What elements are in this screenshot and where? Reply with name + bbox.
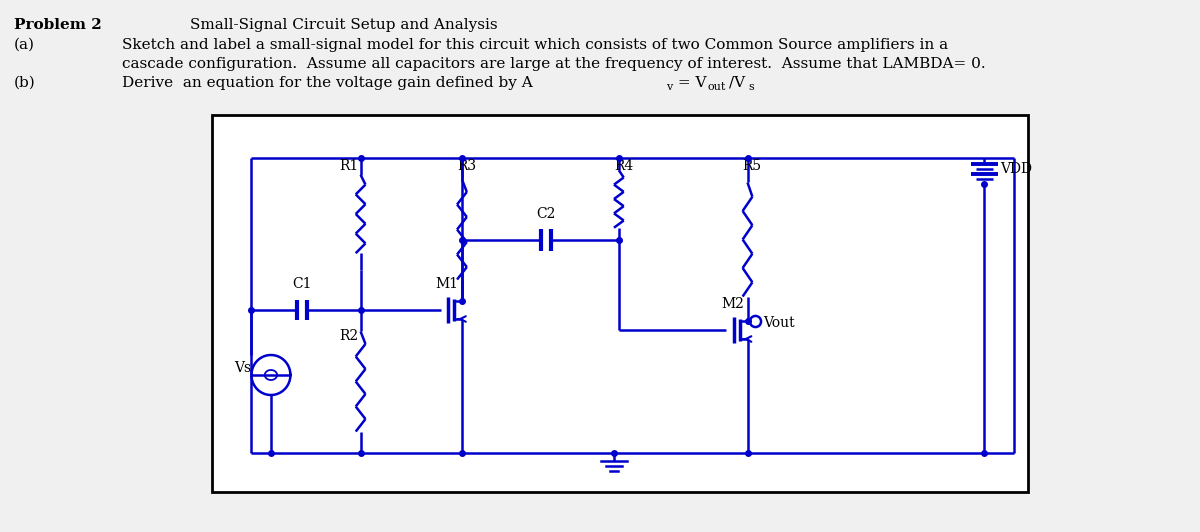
Text: C1: C1 (293, 277, 312, 291)
Text: = V: = V (673, 76, 707, 90)
Text: Derive  an equation for the voltage gain defined by A: Derive an equation for the voltage gain … (122, 76, 533, 90)
Text: Small-Signal Circuit Setup and Analysis: Small-Signal Circuit Setup and Analysis (190, 18, 498, 32)
Text: out: out (708, 82, 726, 92)
Text: M1: M1 (436, 277, 458, 291)
Text: s: s (749, 82, 755, 92)
Text: R4: R4 (614, 159, 634, 173)
Text: M2: M2 (721, 297, 744, 311)
Text: Problem 2: Problem 2 (13, 18, 101, 32)
Text: VDD: VDD (1000, 162, 1032, 176)
Text: /V: /V (728, 76, 745, 90)
Text: C2: C2 (536, 207, 556, 221)
Text: R2: R2 (340, 329, 359, 343)
Text: R5: R5 (743, 159, 762, 173)
Text: Sketch and label a small-signal model for this circuit which consists of two Com: Sketch and label a small-signal model fo… (122, 38, 948, 52)
Text: (a): (a) (13, 38, 35, 52)
Text: R1: R1 (340, 159, 359, 173)
Text: (b): (b) (13, 76, 35, 90)
Text: v: v (666, 82, 672, 92)
Text: cascade configuration.  Assume all capacitors are large at the frequency of inte: cascade configuration. Assume all capaci… (122, 57, 985, 71)
FancyBboxPatch shape (212, 115, 1028, 492)
Text: Vs: Vs (234, 361, 251, 375)
Text: R3: R3 (457, 159, 476, 173)
Text: Vout: Vout (763, 316, 794, 330)
